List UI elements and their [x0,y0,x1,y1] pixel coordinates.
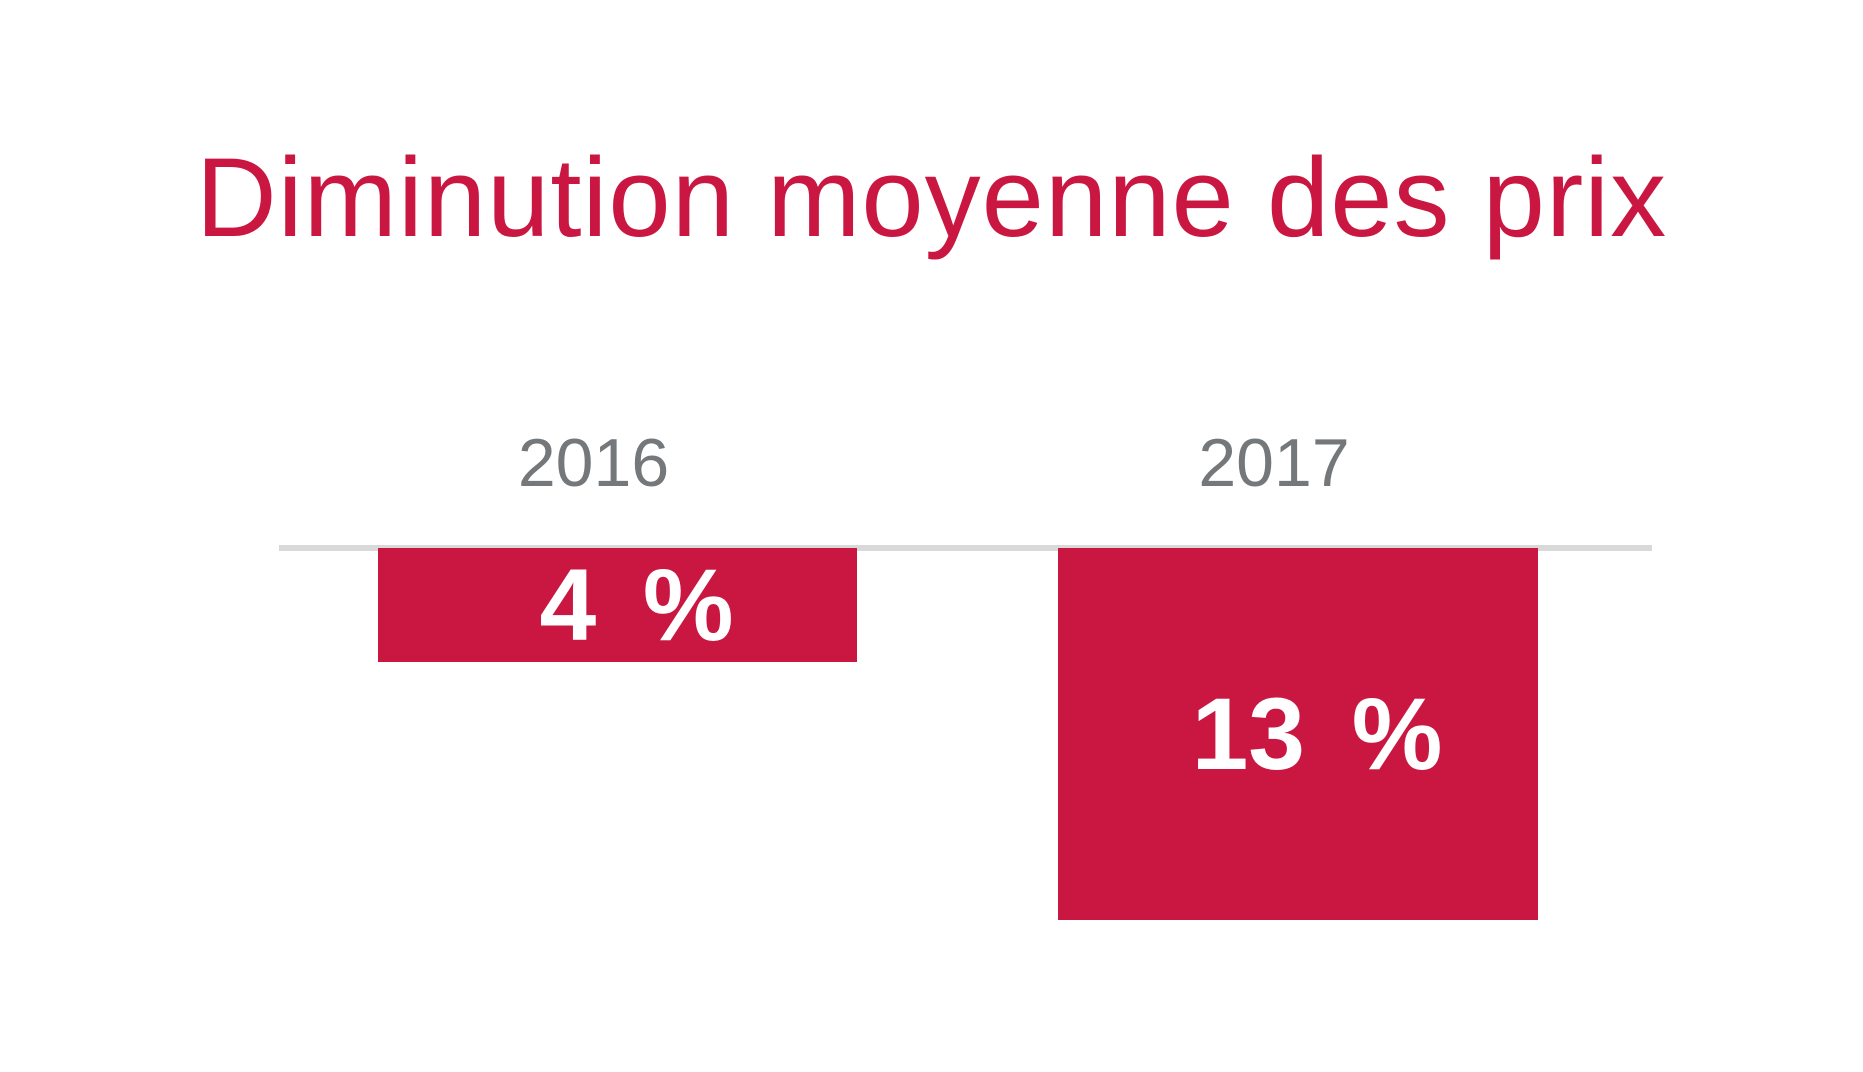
bar-value-label-2017: 13 % [1191,677,1443,791]
bar-value-label-2016: 4 % [539,548,734,662]
bar-2017: 13 % [1058,548,1538,920]
chart-baseline-axis [279,545,1652,551]
category-label-2017: 2017 [1198,425,1350,501]
page-title: Diminution moyenne des prix [195,135,1668,260]
bar-chart: 2016 4 % 2017 13 % [279,429,1652,945]
bar-2016: 4 % [378,548,857,662]
category-label-2016: 2016 [517,425,670,501]
